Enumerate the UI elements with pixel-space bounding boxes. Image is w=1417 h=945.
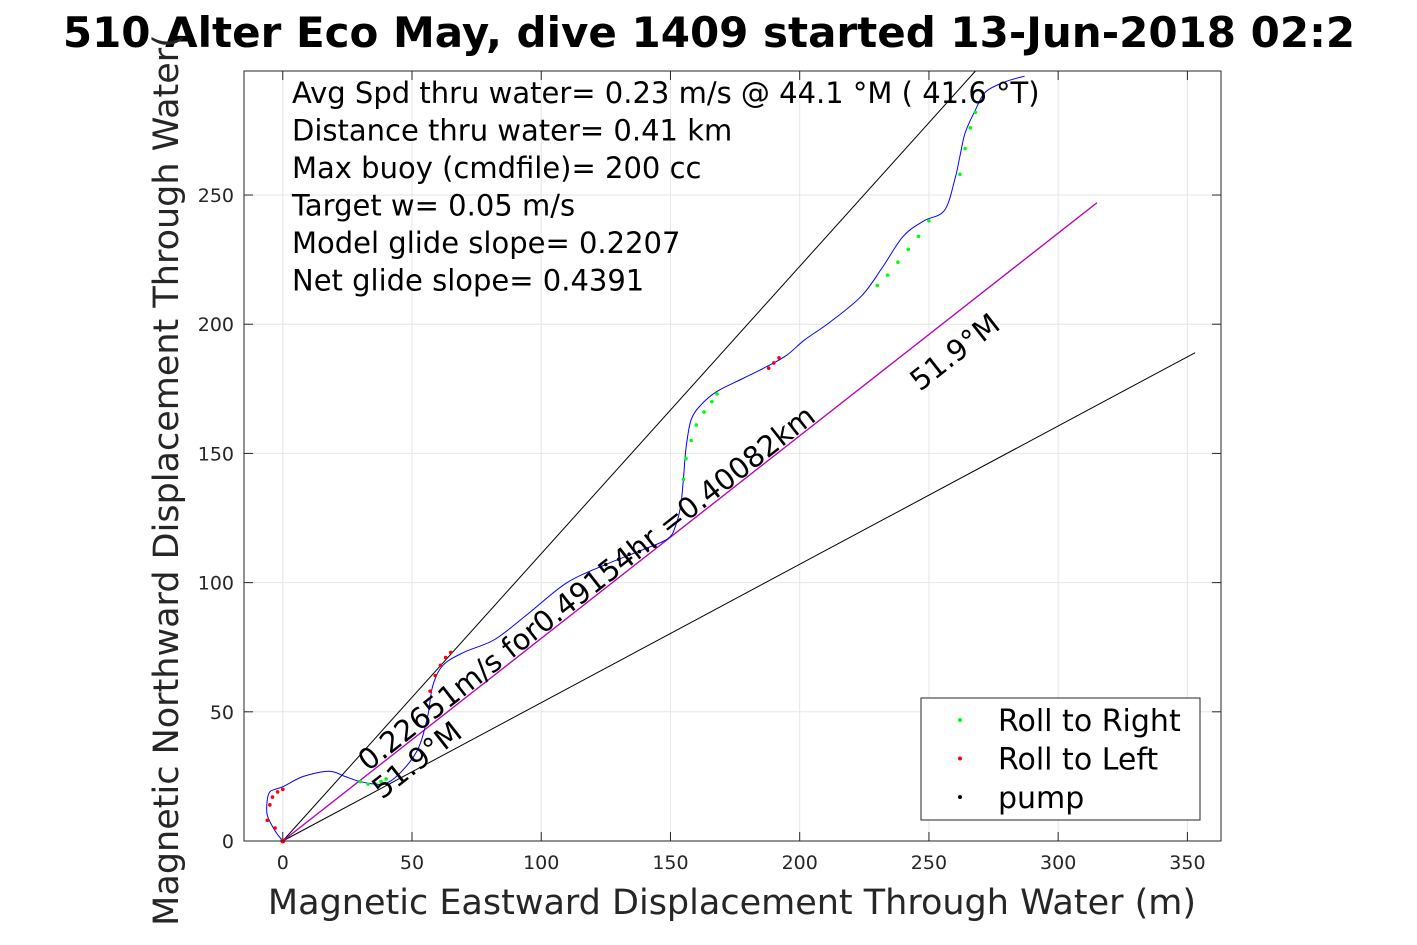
roll-to-left-point	[280, 787, 285, 792]
roll-to-right-point	[906, 247, 911, 252]
x-tick-label: 150	[652, 852, 688, 874]
stats-block: Avg Spd thru water= 0.23 m/s @ 44.1 °M (…	[291, 76, 1040, 298]
roll-to-left-point	[772, 361, 776, 365]
roll-to-left-point	[433, 673, 438, 678]
roll-to-left-point	[265, 818, 270, 823]
x-axis-label: Magnetic Eastward Displacement Through W…	[268, 883, 1196, 923]
legend-label: Roll to Right	[998, 704, 1181, 739]
y-axis-label: Magnetic Northward Displacement Through …	[147, 34, 187, 926]
stats-line: Avg Spd thru water= 0.23 m/s @ 44.1 °M (…	[292, 76, 1040, 110]
reference-lines	[282, 70, 1196, 842]
legend-label: pump	[998, 781, 1084, 816]
roll-to-right-point	[379, 779, 383, 784]
roll-to-left-point	[275, 790, 280, 794]
track-layer	[266, 75, 1025, 842]
roll-to-right-point	[689, 438, 693, 443]
roll-to-right-point	[681, 477, 686, 482]
roll-to-right-point	[710, 399, 714, 404]
roll-to-right-point	[358, 779, 363, 784]
legend-label: Roll to Left	[998, 743, 1158, 778]
lower-heading-line	[282, 352, 1196, 842]
roll-to-right-point	[694, 423, 699, 427]
x-tick-label: 300	[1040, 852, 1076, 874]
pump-point	[645, 547, 650, 551]
roll-to-left-point	[268, 803, 272, 807]
stats-line: Distance thru water= 0.41 km	[292, 114, 732, 148]
roll-to-right-point	[885, 273, 890, 277]
pump-point	[604, 562, 608, 567]
roll-to-right-point	[366, 782, 370, 786]
x-tick-label: 100	[523, 852, 559, 874]
roll-to-left-point	[777, 356, 781, 360]
legend-marker	[958, 795, 962, 799]
roll-to-right-point	[927, 219, 931, 223]
x-tick-label: 200	[782, 852, 818, 874]
roll-to-left-point	[438, 663, 443, 668]
y-tick-label: 100	[198, 573, 234, 595]
roll-to-right-point	[973, 110, 978, 115]
chart-title: 510 Alter Eco May, dive 1409 started 13-…	[63, 8, 1355, 57]
roll-to-right-point	[374, 782, 378, 786]
pump-point	[627, 552, 631, 556]
legend-marker	[958, 756, 962, 761]
stats-line: Net glide slope= 0.4391	[292, 264, 644, 298]
glider-track	[266, 75, 1025, 842]
roll-to-right-point	[384, 777, 388, 781]
roll-to-right-point	[968, 126, 973, 130]
roll-to-left-point	[428, 689, 432, 693]
y-tick-label: 250	[198, 185, 234, 207]
x-tick-label: 0	[277, 852, 289, 874]
pump-point	[637, 549, 642, 554]
y-tick-label: 150	[198, 443, 234, 465]
stats-line: Target w= 0.05 m/s	[291, 189, 575, 223]
pump-point	[616, 557, 621, 562]
plot-frame	[243, 70, 1222, 842]
roll-to-right-point	[916, 234, 921, 239]
x-tick-label: 50	[400, 852, 424, 874]
x-tick-label: 250	[911, 852, 947, 874]
roll-to-left-point	[270, 795, 275, 799]
legend-marker	[958, 718, 962, 722]
y-tick-label: 200	[198, 314, 234, 336]
stats-line: Model glide slope= 0.2207	[292, 226, 680, 260]
pump-point	[653, 544, 657, 549]
stats-line: Max buoy (cmdfile)= 200 cc	[292, 151, 701, 185]
roll-to-right-point	[958, 172, 962, 177]
roll-to-left-point	[443, 655, 448, 660]
roll-to-left-point	[766, 366, 771, 370]
roll-to-left-point	[273, 826, 277, 830]
net-heading-line	[282, 202, 1098, 842]
axis-ticks: 0 50 100 150 200 250 300 350 0 50 100 150 200 250	[198, 71, 1221, 874]
roll-to-right-point	[896, 260, 900, 265]
roll-to-right-point	[702, 410, 706, 414]
roll-to-right-point	[875, 283, 880, 288]
x-tick-label: 350	[1169, 852, 1205, 874]
legend-box	[920, 697, 1201, 821]
y-tick-label: 50	[210, 702, 234, 724]
y-tick-label: 0	[222, 831, 234, 853]
roll-to-right-point	[684, 456, 688, 461]
roll-to-right-point	[963, 146, 967, 151]
roll-to-right-point	[715, 392, 719, 396]
roll-to-left-point	[448, 650, 453, 655]
upper-heading-line	[282, 70, 976, 842]
